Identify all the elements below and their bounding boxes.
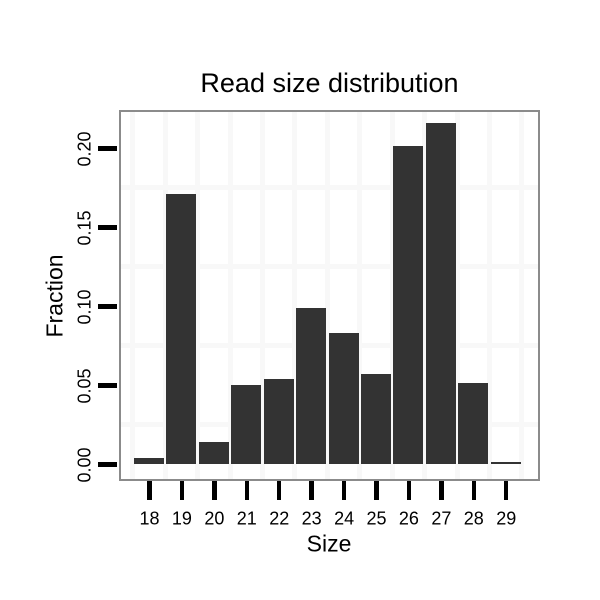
gridline-minor-vertical xyxy=(519,112,525,479)
x-tick-25 xyxy=(374,481,379,500)
bar-21 xyxy=(231,385,262,464)
x-tick-27 xyxy=(439,481,444,500)
gridline-minor-vertical xyxy=(422,112,428,479)
x-tick-label-28: 28 xyxy=(463,508,484,529)
x-tick-29 xyxy=(503,481,509,500)
x-tick-label-18: 18 xyxy=(139,508,160,529)
gridline-minor-horizontal xyxy=(121,110,538,111)
gridline-minor-vertical xyxy=(162,112,168,479)
y-tick-0.20 xyxy=(98,146,117,151)
gridline-minor-vertical xyxy=(260,112,265,479)
x-tick-label-27: 27 xyxy=(431,508,452,529)
x-tick-28 xyxy=(471,481,477,500)
y-tick-0.10 xyxy=(98,304,117,309)
bar-20 xyxy=(198,441,229,464)
x-tick-19 xyxy=(179,481,185,500)
x-tick-26 xyxy=(406,481,412,500)
gridline-minor-vertical xyxy=(130,112,136,479)
bar-26 xyxy=(393,146,424,464)
gridline-minor-vertical xyxy=(487,112,492,479)
x-tick-label-21: 21 xyxy=(236,508,257,529)
chart-title: Read size distribution xyxy=(200,68,459,98)
y-tick-label-0.00: 0.00 xyxy=(74,446,95,483)
y-axis-title: Fraction xyxy=(41,254,68,338)
bar-23 xyxy=(296,307,327,464)
bar-25 xyxy=(361,373,391,464)
gridline-minor-vertical xyxy=(454,112,460,479)
x-tick-label-23: 23 xyxy=(301,508,322,529)
x-tick-22 xyxy=(276,481,282,500)
x-tick-20 xyxy=(212,481,217,500)
bar-22 xyxy=(263,378,294,464)
x-tick-label-26: 26 xyxy=(398,508,419,529)
y-tick-label-0.10: 0.10 xyxy=(74,288,95,325)
bar-29 xyxy=(490,462,521,464)
bar-28 xyxy=(458,383,489,464)
x-tick-label-29: 29 xyxy=(496,508,517,529)
x-tick-label-20: 20 xyxy=(204,508,225,529)
plot-panel xyxy=(119,110,540,481)
bar-19 xyxy=(166,193,197,464)
x-tick-21 xyxy=(244,481,250,500)
x-tick-18 xyxy=(147,481,152,500)
y-tick-0.00 xyxy=(98,462,117,467)
x-tick-24 xyxy=(341,481,347,500)
gridline-minor-vertical xyxy=(389,112,395,479)
gridline-minor-horizontal xyxy=(121,185,538,190)
gridline-minor-vertical xyxy=(292,112,298,479)
bar-27 xyxy=(425,122,456,464)
x-tick-label-24: 24 xyxy=(334,508,355,529)
x-tick-label-19: 19 xyxy=(171,508,192,529)
x-axis-title: Size xyxy=(306,530,352,557)
x-tick-23 xyxy=(309,481,314,500)
gridline-minor-vertical xyxy=(357,112,363,479)
y-tick-0.15 xyxy=(98,225,117,230)
x-tick-label-25: 25 xyxy=(366,508,387,529)
gridline-minor-vertical xyxy=(195,112,201,479)
y-tick-0.05 xyxy=(98,383,117,388)
gridline-minor-vertical xyxy=(324,112,330,479)
y-tick-label-0.15: 0.15 xyxy=(74,209,95,246)
y-tick-label-0.05: 0.05 xyxy=(74,367,95,404)
gridline-minor-horizontal xyxy=(121,264,538,269)
y-tick-label-0.20: 0.20 xyxy=(74,130,95,167)
gridline-minor-vertical xyxy=(227,112,233,479)
bar-24 xyxy=(328,332,359,464)
x-tick-label-22: 22 xyxy=(269,508,290,529)
bar-18 xyxy=(134,457,164,464)
